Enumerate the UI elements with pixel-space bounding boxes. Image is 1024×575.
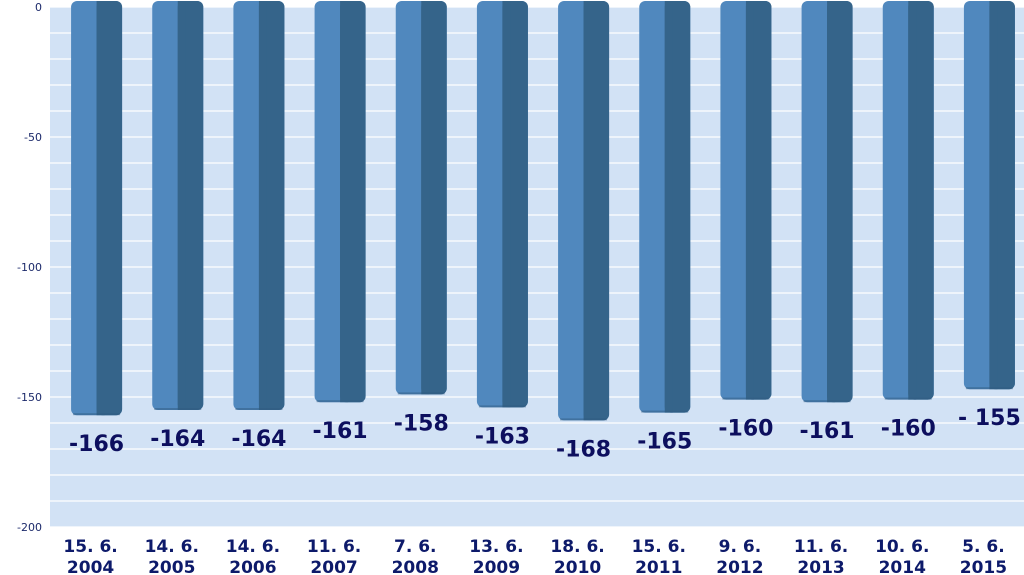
data-label: -163 <box>475 424 530 449</box>
bar-rim <box>803 400 851 403</box>
bar <box>639 1 691 413</box>
data-label: -160 <box>718 417 773 442</box>
bar-dark-face-join <box>421 1 430 395</box>
bar-rim <box>884 397 932 400</box>
y-tick-label: -100 <box>17 261 42 274</box>
x-tick-label-year: 2012 <box>716 558 763 575</box>
data-label: -164 <box>150 427 205 452</box>
x-tick-label-day: 14. 6. <box>145 537 199 557</box>
x-tick-label-day: 18. 6. <box>550 537 604 557</box>
x-tick-label-year: 2013 <box>797 558 844 575</box>
bar-dark-face-join <box>827 1 836 403</box>
x-tick-label-day: 14. 6. <box>226 537 280 557</box>
x-tick-label-year: 2004 <box>67 558 114 575</box>
x-tick-label-year: 2015 <box>960 558 1007 575</box>
bar <box>882 1 934 400</box>
bar-dark-face-join <box>96 1 105 416</box>
bar <box>558 1 610 421</box>
bar-rim <box>154 408 202 410</box>
bar <box>152 1 204 410</box>
bar-dark-face-join <box>583 1 592 421</box>
x-tick-label-year: 2005 <box>148 558 195 575</box>
x-tick-label-year: 2009 <box>473 558 520 575</box>
gridlines <box>50 6 1024 528</box>
bar-rim <box>235 408 283 410</box>
x-tick-label-day: 13. 6. <box>469 537 523 557</box>
x-tick-label-year: 2010 <box>554 558 601 575</box>
bar-dark-face-join <box>502 1 511 408</box>
bar-rim <box>316 400 364 403</box>
data-labels: -166 -164 -164 -161 -158 -163 -168 -165 -160 -161… <box>69 406 1021 462</box>
data-label: -165 <box>637 430 692 455</box>
data-label: -161 <box>313 419 368 444</box>
data-label: -166 <box>69 432 124 457</box>
bar <box>314 1 366 403</box>
x-tick-label-day: 5. 6. <box>962 537 1005 557</box>
bar-rim <box>722 397 770 400</box>
bar-dark-face-join <box>745 1 754 400</box>
y-tick-label: -200 <box>17 521 42 534</box>
x-tick-label-day: 15. 6. <box>632 537 686 557</box>
x-tick-label-year: 2008 <box>392 558 439 575</box>
data-label: - 155 <box>958 406 1021 431</box>
bar-dark-face-join <box>908 1 917 400</box>
bar-rim <box>397 392 445 395</box>
x-tick-label-day: 11. 6. <box>794 537 848 557</box>
bar <box>720 1 772 400</box>
bar <box>71 1 123 416</box>
bar-rim <box>73 413 121 416</box>
bar <box>476 1 528 408</box>
x-tick-label-year: 2007 <box>310 558 357 575</box>
x-tick-label-year: 2011 <box>635 558 682 575</box>
bar <box>801 1 853 403</box>
bar-dark-face-join <box>989 1 998 390</box>
data-label: -164 <box>231 427 286 452</box>
x-tick-label-year: 2006 <box>229 558 276 575</box>
x-tick-label-year: 2014 <box>879 558 926 575</box>
y-tick-label: 0 <box>35 1 42 14</box>
x-tick-label-day: 7. 6. <box>394 537 437 557</box>
bar <box>963 1 1015 390</box>
y-tick-label: -150 <box>17 391 42 404</box>
bar <box>233 1 285 410</box>
bar-rim <box>965 387 1013 390</box>
data-label: -168 <box>556 437 611 462</box>
bars <box>71 1 1015 421</box>
bar-dark-face-join <box>340 1 349 403</box>
bar-rim <box>560 418 608 421</box>
bar-rim <box>478 405 526 408</box>
y-tick-label: -50 <box>24 131 42 144</box>
x-tick-label-day: 15. 6. <box>63 537 117 557</box>
bar <box>395 1 447 395</box>
data-label: -158 <box>394 411 449 436</box>
x-tick-label-day: 10. 6. <box>875 537 929 557</box>
bar-rim <box>641 410 689 413</box>
bar-dark-face-join <box>177 1 186 410</box>
data-label: -160 <box>881 417 936 442</box>
x-tick-label-day: 9. 6. <box>719 537 762 557</box>
x-tick-label-day: 11. 6. <box>307 537 361 557</box>
y-axis-tick-labels: 0 -50 -100 -150 -200 <box>17 1 42 534</box>
bar-dark-face-join <box>664 1 673 413</box>
data-label: -161 <box>800 419 855 444</box>
bar-dark-face-join <box>258 1 267 410</box>
